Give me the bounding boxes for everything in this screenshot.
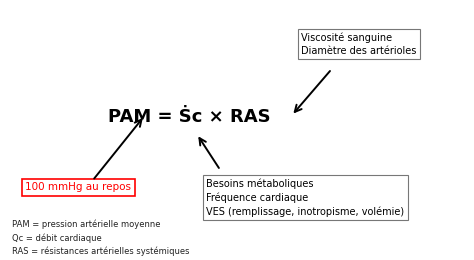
Text: PAM = Ṡc × RAS: PAM = Ṡc × RAS <box>108 108 271 126</box>
Text: 100 mmHg au repos: 100 mmHg au repos <box>25 182 131 192</box>
Text: Besoins métaboliques
Fréquence cardiaque
VES (remplissage, inotropisme, volémie): Besoins métaboliques Fréquence cardiaque… <box>206 178 404 217</box>
Text: Viscosité sanguine
Diamètre des artérioles: Viscosité sanguine Diamètre des artériol… <box>301 32 416 56</box>
Text: PAM = pression artérielle moyenne
Qc = débit cardiaque
RAS = résistances artérie: PAM = pression artérielle moyenne Qc = d… <box>12 220 189 256</box>
